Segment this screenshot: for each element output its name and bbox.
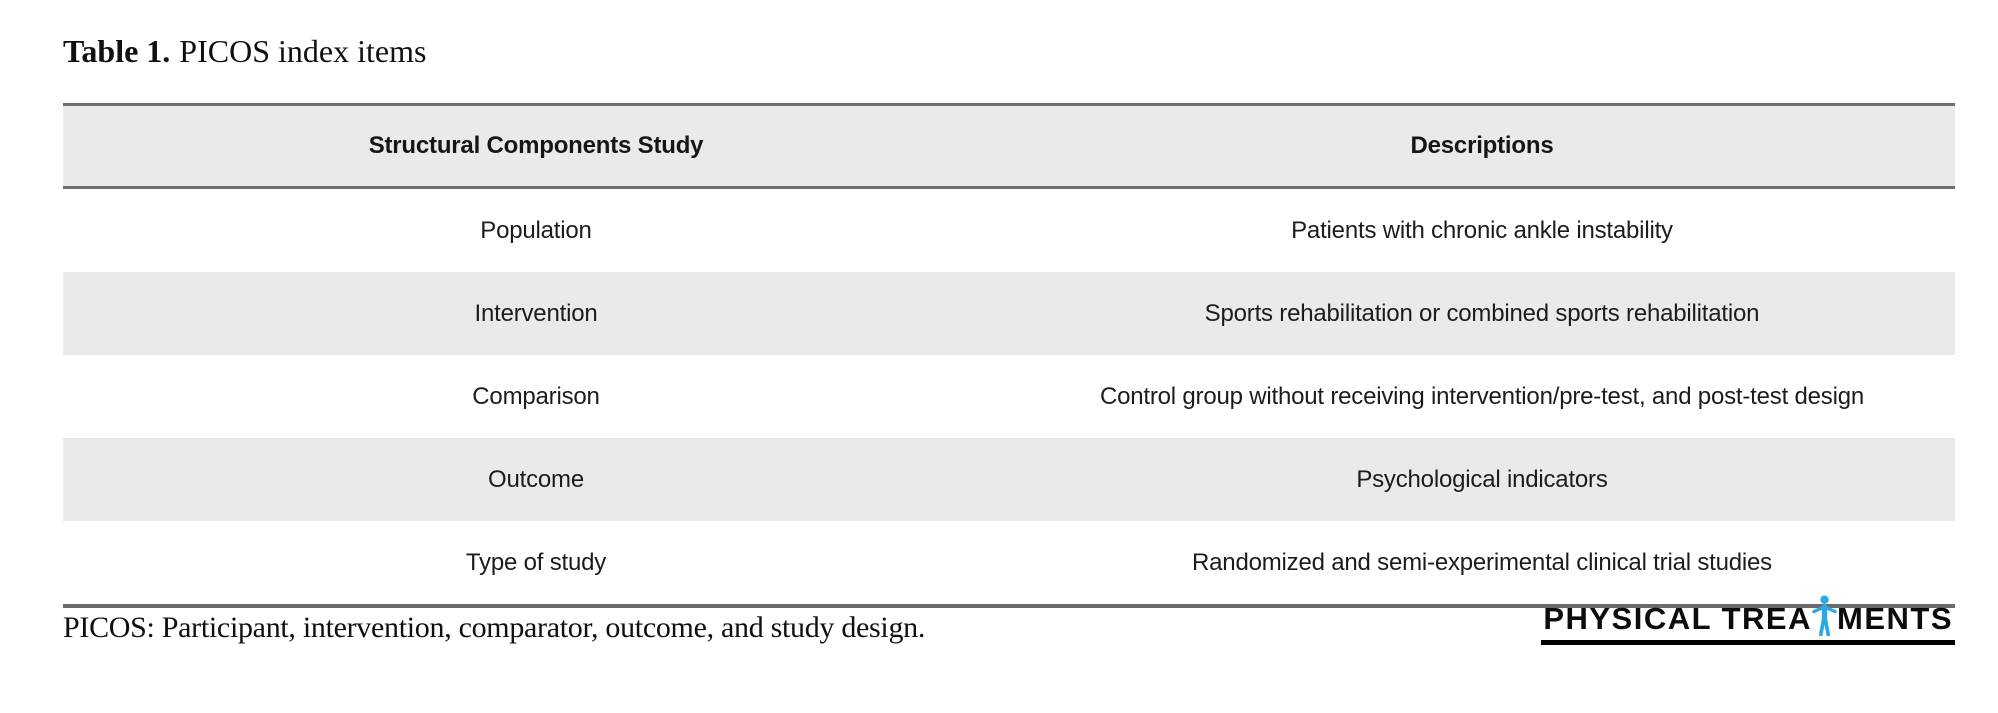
column-header-structural-components: Structural Components Study xyxy=(63,104,1009,189)
column-header-descriptions: Descriptions xyxy=(1009,104,1955,189)
description-cell: Patients with chronic ankle instability xyxy=(1009,187,1955,272)
picos-table: Structural Components Study Descriptions… xyxy=(63,103,1955,608)
component-cell: Intervention xyxy=(63,272,1009,355)
component-cell: Population xyxy=(63,187,1009,272)
table-row: Comparison Control group without receivi… xyxy=(63,355,1955,438)
picos-table-container: Structural Components Study Descriptions… xyxy=(63,103,1955,608)
table-title: Table 1. PICOS index items xyxy=(63,33,426,70)
human-figure-icon xyxy=(1812,595,1837,636)
table-header-row: Structural Components Study Descriptions xyxy=(63,104,1955,189)
component-cell: Comparison xyxy=(63,355,1009,438)
description-cell: Randomized and semi-experimental clinica… xyxy=(1009,521,1955,606)
table-row: Outcome Psychological indicators xyxy=(63,438,1955,521)
component-cell: Outcome xyxy=(63,438,1009,521)
logo-text-part1: PHYSICAL TREA xyxy=(1543,601,1812,636)
picos-footnote: PICOS: Participant, intervention, compar… xyxy=(63,611,926,644)
table-row: Population Patients with chronic ankle i… xyxy=(63,187,1955,272)
table-number-label: Table 1. xyxy=(63,33,171,69)
component-cell: Type of study xyxy=(63,521,1009,606)
description-cell: Psychological indicators xyxy=(1009,438,1955,521)
table-title-text: PICOS index items xyxy=(179,33,427,69)
physical-treatments-logo: PHYSICAL TREA MENTS xyxy=(1541,595,1955,645)
table-row: Intervention Sports rehabilitation or co… xyxy=(63,272,1955,355)
logo-text-part2: MENTS xyxy=(1837,601,1953,636)
description-cell: Sports rehabilitation or combined sports… xyxy=(1009,272,1955,355)
description-cell: Control group without receiving interven… xyxy=(1009,355,1955,438)
table-row: Type of study Randomized and semi-experi… xyxy=(63,521,1955,606)
